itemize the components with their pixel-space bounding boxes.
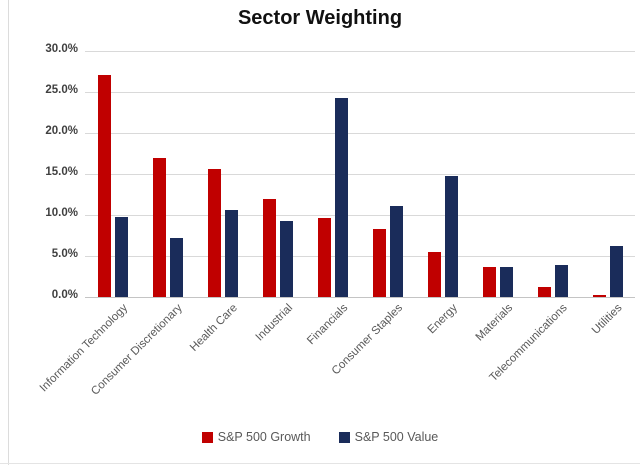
- x-axis-label-information-technology: Information Technology: [37, 302, 130, 395]
- bar-s-p-500-growth-utilities: [592, 294, 606, 297]
- bar-s-p-500-growth-financials: [317, 218, 331, 297]
- bar-s-p-500-value-health-care: [224, 210, 238, 297]
- y-tick-label: 5.0%: [51, 248, 78, 260]
- gridline-25-0: [85, 92, 635, 93]
- bar-group-health-care: [195, 51, 250, 297]
- bar-s-p-500-value-energy: [444, 176, 458, 297]
- x-axis-label-telecommunications: Telecommunications: [487, 302, 570, 385]
- bar-group-materials: [470, 51, 525, 297]
- bar-s-p-500-growth-health-care: [207, 169, 221, 297]
- bar-s-p-500-value-telecommunications: [554, 265, 568, 297]
- bar-s-p-500-value-utilities: [609, 246, 623, 297]
- x-axis-label-industrial: Industrial: [253, 302, 295, 344]
- gridline-0-0: [85, 297, 635, 298]
- x-axis-label-energy: Energy: [425, 302, 460, 337]
- chart-title: Sector Weighting: [237, 7, 403, 29]
- y-tick-label: 20.0%: [45, 125, 78, 137]
- gridline-15-0: [85, 174, 635, 175]
- bar-s-p-500-value-materials: [499, 267, 513, 297]
- bar-group-information-technology: [85, 51, 140, 297]
- bar-group-consumer-discretionary: [140, 51, 195, 297]
- image-left-border: [8, 0, 9, 465]
- legend: S&P 500 Growth S&P 500 Value: [0, 430, 640, 444]
- gridline-30-0: [85, 51, 635, 52]
- legend-item-s-p-500-value: S&P 500 Value: [338, 430, 439, 444]
- bar-group-financials: [305, 51, 360, 297]
- bar-s-p-500-value-consumer-discretionary: [169, 237, 183, 297]
- bars-layer: [85, 51, 635, 297]
- legend-swatch-s-p-500-growth: [201, 431, 213, 443]
- bar-s-p-500-growth-industrial: [262, 199, 276, 297]
- x-axis-label-utilities: Utilities: [590, 302, 625, 337]
- bar-group-utilities: [580, 51, 635, 297]
- y-tick-label: 30.0%: [45, 43, 78, 55]
- x-axis-label-consumer-discretionary: Consumer Discretionary: [89, 302, 185, 398]
- bar-s-p-500-value-industrial: [279, 220, 293, 297]
- bar-s-p-500-growth-telecommunications: [537, 287, 551, 297]
- x-axis-label-consumer-staples: Consumer Staples: [329, 302, 405, 378]
- bar-s-p-500-growth-consumer-staples: [372, 228, 386, 297]
- gridline-5-0: [85, 256, 635, 257]
- bar-group-industrial: [250, 51, 305, 297]
- bar-s-p-500-value-consumer-staples: [389, 205, 403, 297]
- bar-s-p-500-growth-consumer-discretionary: [152, 158, 166, 297]
- gridline-20-0: [85, 133, 635, 134]
- plot-area: [85, 51, 635, 298]
- bar-s-p-500-growth-information-technology: [97, 74, 111, 297]
- bar-group-telecommunications: [525, 51, 580, 297]
- bar-s-p-500-value-information-technology: [114, 216, 128, 297]
- bar-group-energy: [415, 51, 470, 297]
- x-axis-label-health-care: Health Care: [188, 302, 240, 354]
- y-tick-label: 0.0%: [51, 289, 78, 301]
- bar-s-p-500-growth-materials: [482, 267, 496, 297]
- x-axis-label-materials: Materials: [473, 302, 515, 344]
- legend-item-s-p-500-growth: S&P 500 Growth: [201, 430, 311, 444]
- y-tick-label: 15.0%: [45, 166, 78, 178]
- y-tick-label: 25.0%: [45, 84, 78, 96]
- bar-s-p-500-value-financials: [334, 97, 348, 297]
- legend-label: S&P 500 Growth: [217, 430, 311, 444]
- x-axis-label-financials: Financials: [304, 302, 350, 348]
- bar-s-p-500-growth-energy: [427, 251, 441, 297]
- y-tick-label: 10.0%: [45, 207, 78, 219]
- legend-label: S&P 500 Value: [354, 430, 439, 444]
- bar-group-consumer-staples: [360, 51, 415, 297]
- gridline-10-0: [85, 215, 635, 216]
- legend-swatch-s-p-500-value: [338, 431, 350, 443]
- image-bottom-border: [0, 463, 640, 464]
